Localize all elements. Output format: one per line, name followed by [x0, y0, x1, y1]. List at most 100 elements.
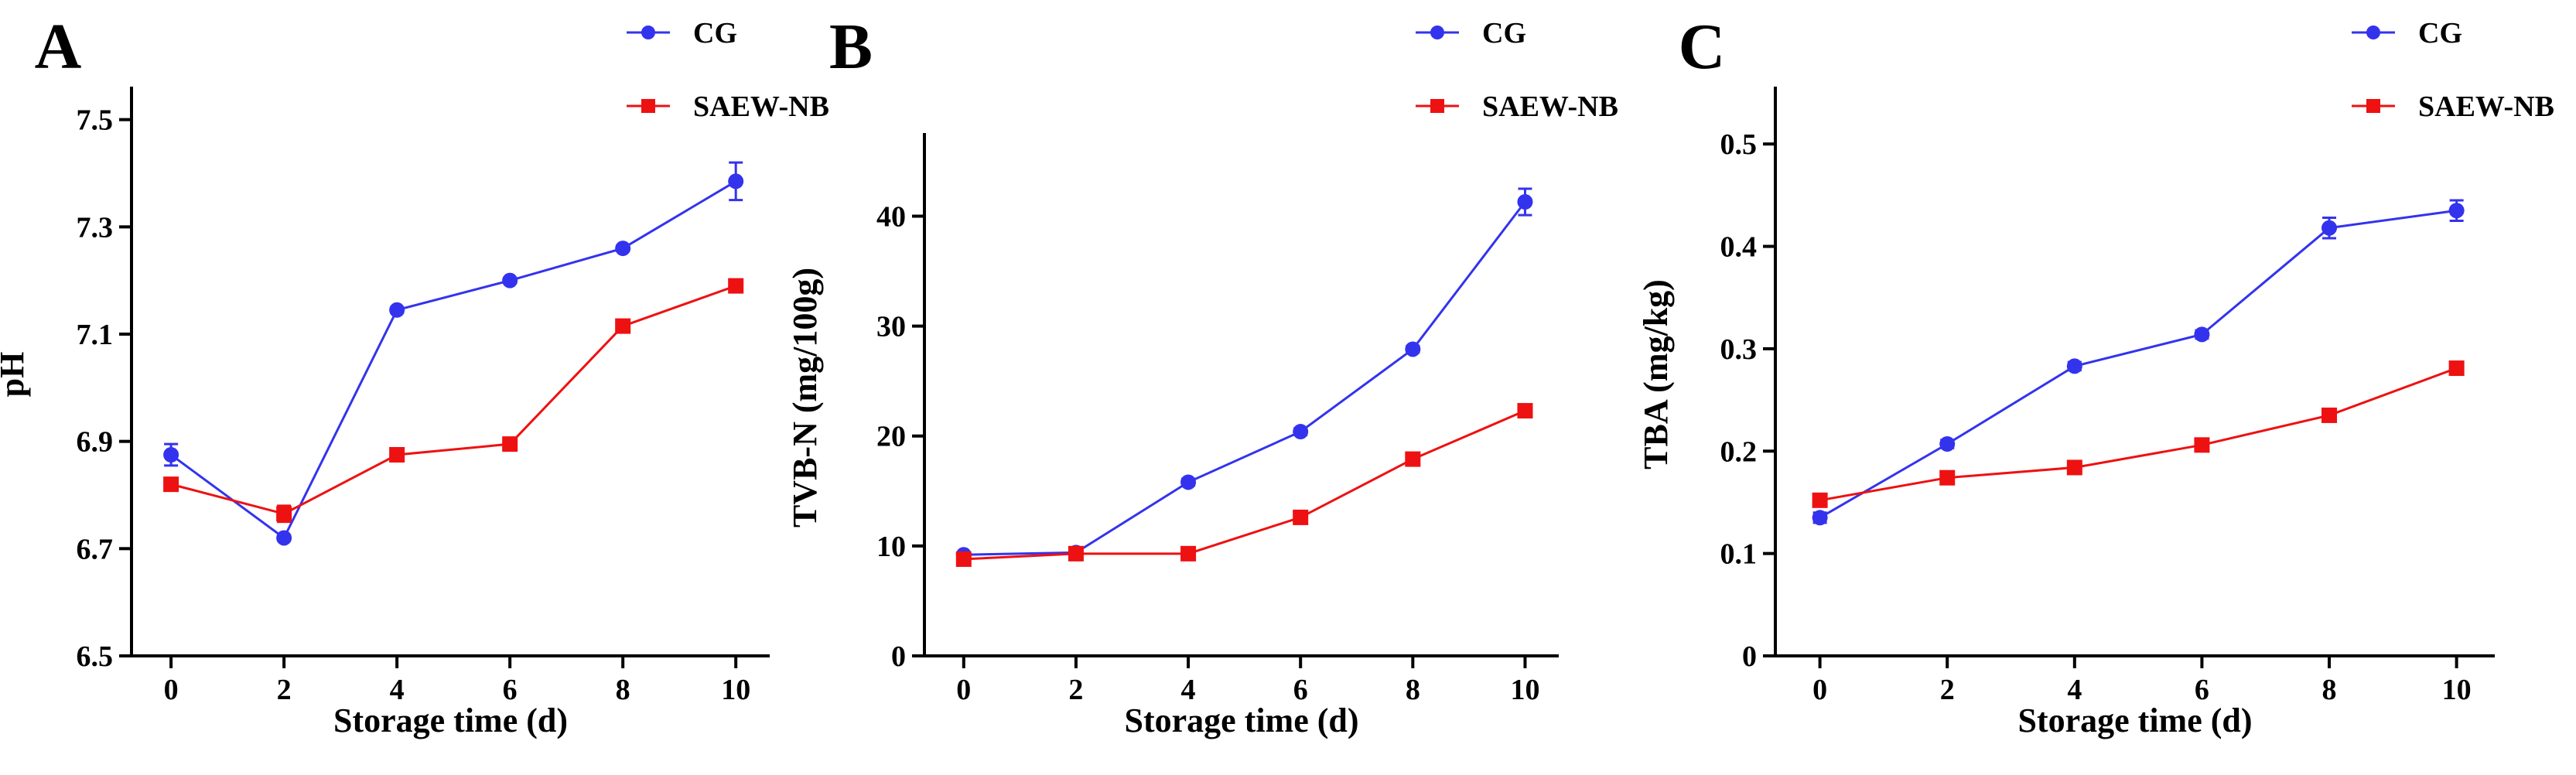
panel-letter: C	[1679, 11, 1726, 83]
data-point-cg	[615, 241, 631, 257]
legend-marker	[1430, 99, 1444, 113]
legend-marker	[1430, 26, 1444, 39]
y-tick-label: 0.1	[1720, 538, 1758, 571]
x-tick-label: 2	[1068, 674, 1083, 706]
y-tick-label: 7.3	[77, 211, 114, 244]
data-point-cg	[1939, 436, 1956, 452]
y-tick-label: 10	[876, 531, 906, 563]
y-tick-label: 30	[876, 311, 906, 343]
y-axis-label: pH	[0, 352, 31, 398]
y-tick-label: 7.1	[77, 319, 114, 351]
data-point-saew-nb	[2194, 437, 2210, 453]
x-tick-label: 6	[503, 674, 518, 706]
data-point-saew-nb	[615, 318, 631, 334]
x-tick-label: 10	[721, 674, 750, 706]
series-line-saew-nb	[1819, 367, 2458, 502]
data-point-cg	[1180, 474, 1197, 490]
data-point-cg	[728, 173, 744, 189]
legend-marker	[2366, 99, 2380, 113]
data-point-saew-nb	[502, 436, 518, 452]
y-tick-label: 0.2	[1720, 435, 1758, 468]
data-point-saew-nb	[163, 476, 179, 493]
data-point-cg	[2448, 203, 2465, 219]
x-tick-label: 8	[616, 674, 630, 706]
x-tick-label: 4	[1181, 674, 1196, 706]
y-axis-label: TVB-N (mg/100g)	[786, 268, 824, 527]
data-point-saew-nb	[728, 278, 744, 294]
x-tick-label: 8	[2322, 674, 2337, 706]
y-tick-label: 7.5	[77, 104, 114, 137]
series-line-saew-nb	[963, 409, 1526, 561]
data-point-cg	[502, 272, 518, 288]
legend-marker	[641, 99, 655, 113]
data-point-saew-nb	[1405, 451, 1421, 467]
legend-label: SAEW-NB	[693, 90, 829, 123]
data-point-cg	[1293, 424, 1309, 440]
legend-label: CG	[2418, 17, 2462, 50]
y-tick-label: 0.3	[1720, 333, 1758, 366]
data-point-saew-nb	[276, 506, 292, 522]
legend-label: CG	[693, 17, 737, 50]
legend-label: SAEW-NB	[1482, 90, 1618, 123]
data-point-saew-nb	[1068, 545, 1084, 562]
y-tick-label: 6.9	[77, 426, 114, 459]
data-point-cg	[2321, 220, 2338, 236]
x-tick-label: 0	[164, 674, 179, 706]
x-tick-label: 4	[2067, 674, 2082, 706]
series-line-cg	[963, 201, 1526, 556]
x-tick-label: 10	[2442, 674, 2472, 706]
data-point-cg	[163, 447, 179, 463]
x-tick-label: 2	[1940, 674, 1955, 706]
x-tick-label: 10	[1510, 674, 1539, 706]
x-axis-label: Storage time (d)	[1124, 702, 1358, 739]
x-axis-label: Storage time (d)	[2017, 702, 2252, 739]
y-tick-label: 6.7	[77, 533, 114, 565]
y-tick-label: 20	[876, 421, 906, 453]
panel-a: 6.5 6.7 6.9 7.1 7.3 7.5 0 2 4 6 8 10 Storage time (d…	[0, 11, 829, 739]
legend-label: SAEW-NB	[2418, 90, 2554, 123]
x-tick-label: 8	[1406, 674, 1420, 706]
data-point-cg	[1812, 510, 1828, 526]
data-point-saew-nb	[2066, 459, 2082, 476]
panel-letter: A	[35, 11, 82, 83]
data-point-saew-nb	[1517, 403, 1533, 419]
y-axis-label: TBA (mg/kg)	[1637, 279, 1675, 469]
x-tick-label: 4	[390, 674, 405, 706]
x-tick-label: 6	[1293, 674, 1308, 706]
y-tick-label: 0.5	[1720, 128, 1758, 161]
y-tick-label: 0	[1742, 640, 1757, 673]
x-tick-label: 6	[2195, 674, 2209, 706]
data-point-cg	[1517, 194, 1533, 210]
panel-letter: B	[829, 11, 873, 83]
data-point-cg	[276, 530, 292, 546]
series-line-cg	[170, 180, 736, 540]
y-tick-label: 0	[891, 640, 906, 673]
legend-marker	[641, 26, 655, 39]
series-line-saew-nb	[170, 285, 736, 515]
data-point-saew-nb	[1812, 492, 1828, 508]
y-tick-label: 40	[876, 200, 906, 233]
panel-b: 0 10 20 30 40 0 2 4 6 8 10 Storage time (d) TVB-N (m…	[786, 11, 1618, 739]
data-point-saew-nb	[1293, 509, 1309, 525]
data-point-saew-nb	[2448, 360, 2465, 377]
data-point-saew-nb	[2321, 407, 2338, 423]
data-point-cg	[2066, 358, 2082, 374]
data-point-saew-nb	[1180, 545, 1197, 562]
x-tick-label: 0	[1812, 674, 1827, 706]
x-tick-label: 2	[277, 674, 292, 706]
data-point-cg	[389, 302, 405, 318]
legend-marker	[2366, 26, 2380, 39]
data-point-cg	[1405, 341, 1421, 357]
x-tick-label: 0	[956, 674, 971, 706]
panel-c: 0 0.1 0.2 0.3 0.4 0.5 0 2 4 6 8 10 Storage time (d) T…	[1637, 11, 2554, 739]
x-axis-label: Storage time (d)	[333, 702, 568, 739]
data-point-saew-nb	[389, 447, 405, 463]
y-tick-label: 0.4	[1720, 231, 1758, 264]
legend-label: CG	[1482, 17, 1526, 50]
y-tick-label: 6.5	[77, 640, 114, 673]
data-point-saew-nb	[955, 551, 972, 567]
data-point-cg	[2194, 326, 2210, 343]
series-line-cg	[1819, 209, 2457, 519]
data-point-saew-nb	[1939, 469, 1956, 486]
